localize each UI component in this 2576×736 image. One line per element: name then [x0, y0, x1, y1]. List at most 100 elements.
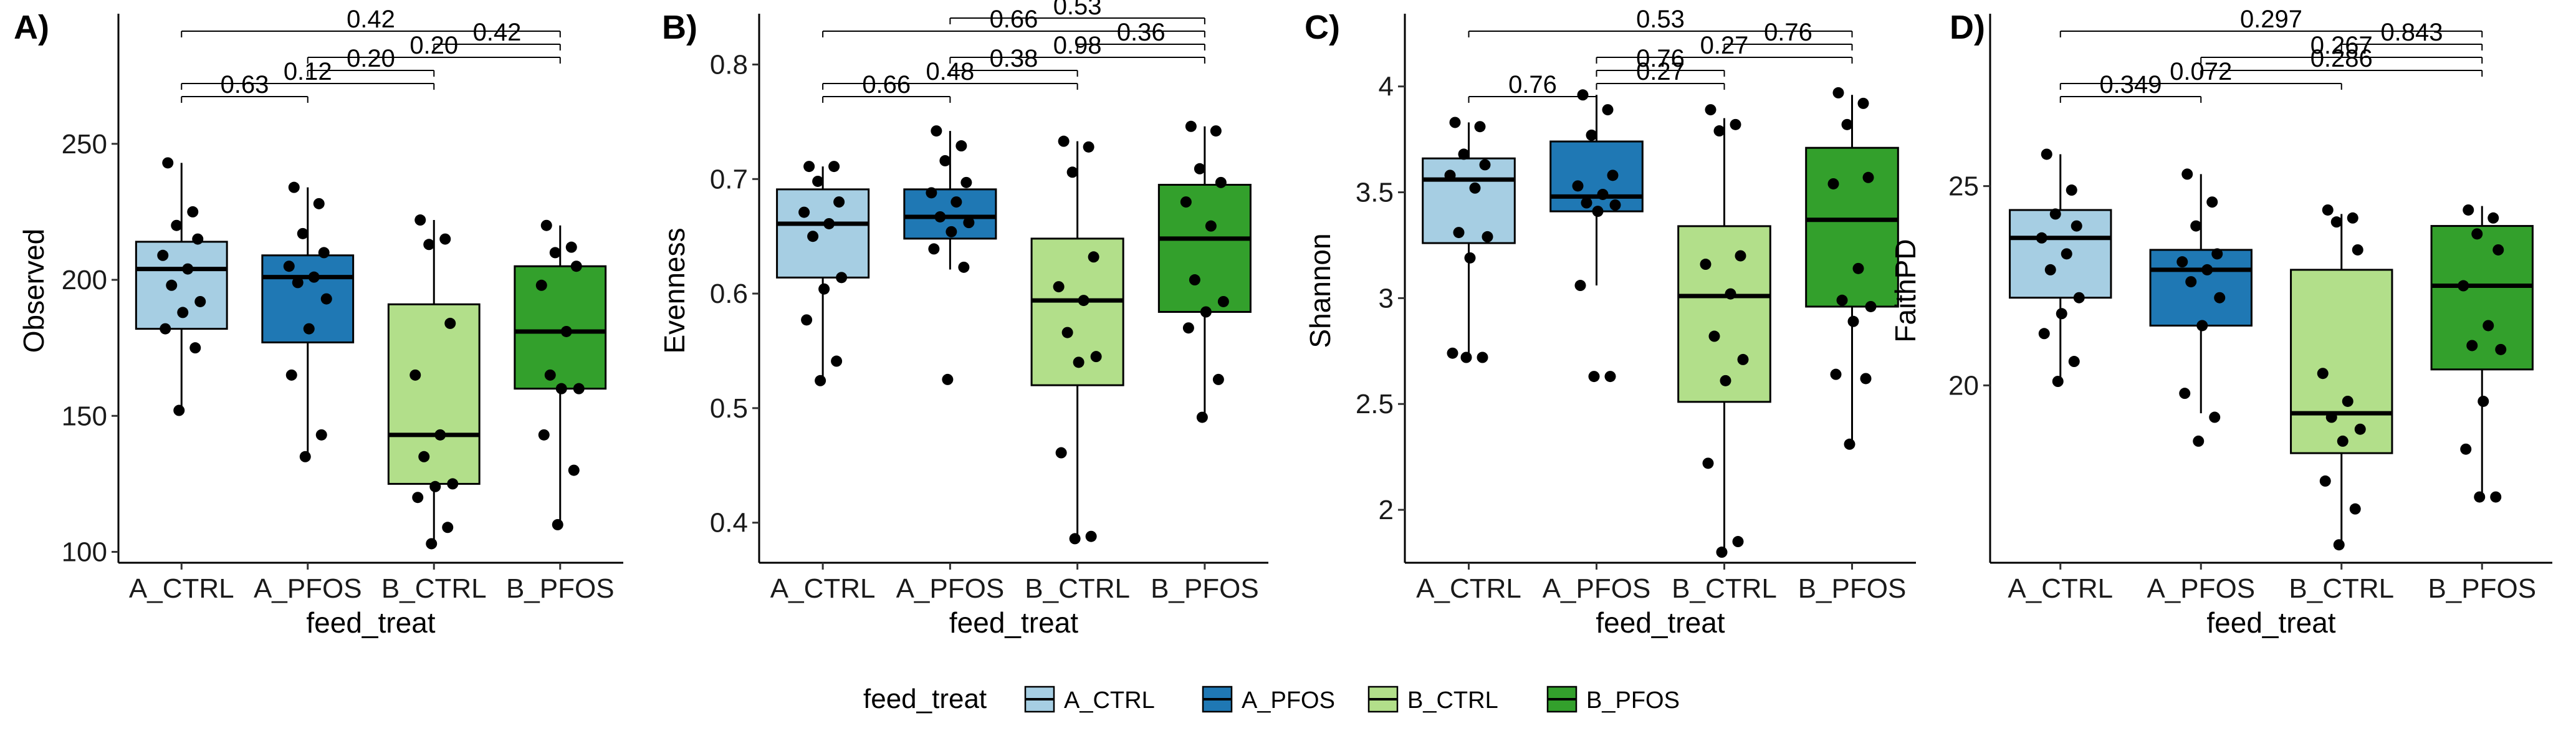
data-point	[798, 206, 810, 218]
data-point	[1700, 259, 1712, 270]
data-point	[2071, 220, 2082, 232]
data-point	[1830, 368, 1842, 380]
data-point	[2061, 248, 2072, 260]
data-point	[946, 226, 957, 237]
p-value-label: 0.76	[1508, 71, 1557, 98]
data-point	[426, 538, 438, 550]
y-tick-label: 0.4	[710, 508, 748, 538]
data-point	[285, 369, 297, 381]
data-point	[1730, 118, 1741, 130]
data-point	[801, 314, 813, 326]
data-point	[1735, 250, 1746, 262]
data-point	[2211, 248, 2223, 260]
data-point	[418, 451, 430, 462]
data-point	[1055, 447, 1067, 459]
data-point	[2319, 475, 2331, 487]
data-point	[2458, 280, 2469, 292]
legend-key-B_CTRL: B_CTRL	[1367, 686, 1498, 714]
data-point	[2041, 148, 2052, 160]
box-A_CTRL	[776, 188, 870, 279]
data-point	[2179, 388, 2191, 399]
data-point	[1085, 530, 1097, 542]
data-point	[555, 383, 567, 394]
data-point	[2463, 204, 2474, 216]
data-point	[926, 187, 937, 199]
data-point	[1083, 141, 1094, 153]
data-point	[828, 161, 840, 173]
data-point	[538, 429, 550, 441]
y-tick-label: 4	[1379, 72, 1394, 102]
data-point	[942, 373, 954, 385]
data-point	[568, 464, 580, 476]
panels: 100 150 200 250 A_CTRL A_PFOS B_CTRL B_PFOSfeed…	[14, 0, 2552, 639]
data-point	[1205, 220, 1217, 232]
y-tick-label: 0.8	[710, 50, 748, 80]
data-point	[815, 375, 826, 386]
data-point	[1066, 166, 1078, 178]
x-tick-label: A_CTRL	[1416, 573, 1521, 604]
legend: feed_treat A_CTRL A_PFOS B_CTRL B_PFOS	[863, 684, 1680, 714]
box-B_PFOS	[2430, 225, 2534, 371]
data-point	[2068, 356, 2080, 368]
x-axis-title: feed_treat	[1596, 606, 1725, 639]
x-tick-label: A_PFOS	[2147, 573, 2255, 604]
data-point	[292, 277, 304, 289]
p-value-label: 0.53	[1636, 6, 1685, 33]
data-point	[299, 451, 311, 462]
data-point	[1182, 322, 1194, 334]
data-point	[950, 196, 962, 208]
data-point	[318, 247, 330, 259]
data-point	[192, 233, 204, 245]
data-point	[960, 176, 972, 188]
legend-label: A_CTRL	[1064, 687, 1155, 714]
data-point	[1720, 375, 1731, 386]
data-point	[171, 219, 183, 231]
data-point	[535, 279, 547, 291]
data-point	[423, 239, 435, 251]
data-point	[2342, 395, 2353, 407]
legend-label: A_PFOS	[1242, 687, 1335, 714]
data-point	[1602, 104, 1614, 116]
data-point	[2322, 204, 2334, 216]
data-point	[1053, 281, 1065, 293]
p-value-label: 0.42	[473, 19, 522, 46]
x-axis-title: feed_treat	[2206, 606, 2335, 639]
legend-key-A_CTRL: A_CTRL	[1024, 686, 1155, 714]
data-point	[1210, 125, 1222, 137]
data-point	[1581, 197, 1592, 209]
y-axis-title: FaithPD	[1889, 239, 1922, 342]
data-point	[565, 241, 577, 253]
data-point	[1841, 118, 1853, 130]
data-point	[2460, 443, 2472, 455]
x-tick-label: B_CTRL	[381, 573, 487, 604]
data-point	[836, 272, 848, 284]
data-point	[2181, 168, 2193, 180]
data-point	[552, 519, 563, 530]
p-value-label: 0.66	[862, 71, 911, 98]
data-point	[1737, 353, 1749, 365]
data-point	[807, 231, 819, 242]
data-point	[2176, 256, 2188, 268]
data-point	[2330, 216, 2342, 228]
data-point	[549, 247, 561, 259]
data-point	[1212, 373, 1224, 385]
data-point	[303, 323, 315, 335]
y-tick-label: 2.5	[1356, 389, 1394, 419]
data-point	[1458, 148, 1470, 160]
p-value-label: 0.27	[1636, 58, 1685, 85]
x-tick-label: A_CTRL	[770, 573, 876, 604]
data-point	[540, 219, 552, 231]
data-point	[570, 260, 582, 272]
y-tick-label: 0.7	[710, 164, 748, 194]
data-point	[2036, 232, 2047, 244]
x-tick-label: B_CTRL	[2289, 573, 2394, 604]
p-value-label: 0.76	[1764, 19, 1812, 46]
data-point	[1464, 252, 1476, 264]
data-point	[2471, 228, 2483, 240]
data-point	[162, 157, 174, 169]
x-tick-label: A_PFOS	[254, 573, 362, 604]
p-value-label: 0.63	[221, 71, 269, 98]
data-point	[1482, 231, 1493, 242]
y-tick-label: 20	[1948, 370, 1979, 401]
p-value-label: 0.36	[1117, 19, 1166, 46]
